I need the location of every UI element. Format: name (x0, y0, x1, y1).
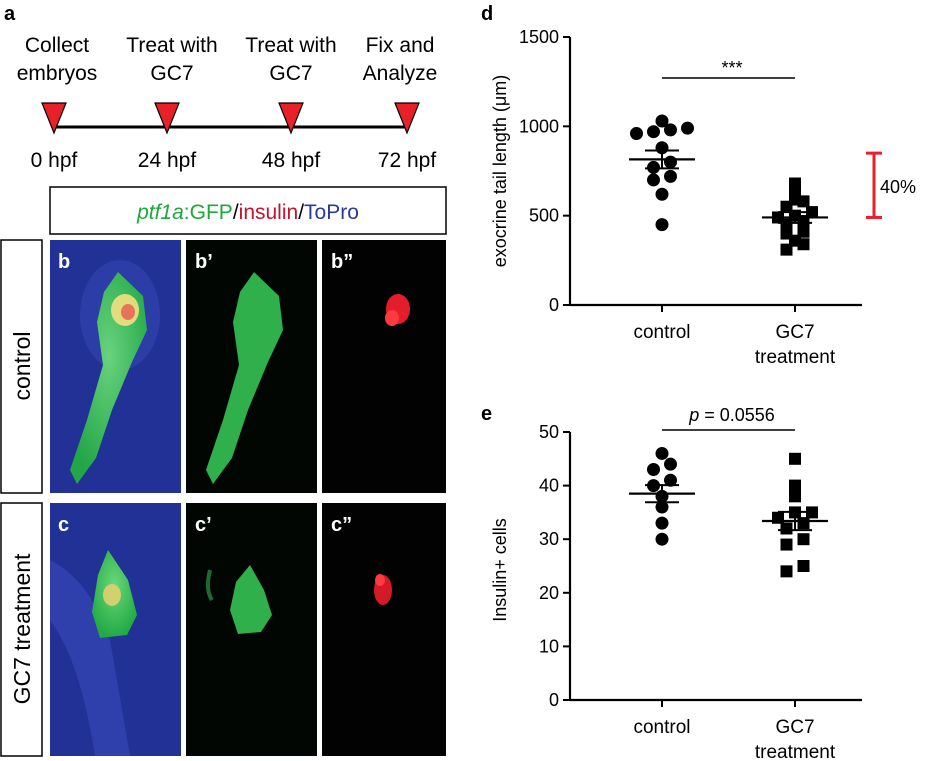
chart-d-annotation-label: 40% (880, 177, 916, 197)
chart-e-point (664, 457, 677, 471)
panel-letter-c2: c” (331, 514, 352, 536)
legend-gfp: :GFP (184, 201, 233, 224)
timeline-event-4-line1: Fix and (366, 34, 435, 57)
chart-e-point (655, 500, 669, 514)
image-b2-insulin (322, 240, 446, 493)
stain-legend: ptf1a:GFP/insulin/ToPro (136, 201, 359, 224)
timeline-event-4-line2: Analyze (363, 62, 438, 85)
chart-e-point (664, 473, 677, 487)
legend-insulin: insulin (239, 201, 299, 224)
chart-e-point (797, 560, 810, 572)
timeline-event-3-line1: Treat with (245, 34, 336, 57)
image-c-merge (50, 503, 181, 756)
chart-d-category-label-line2: treatment (755, 347, 836, 368)
chart-e-ytick-label: 50 (539, 422, 559, 442)
panel-letter-d: d (481, 3, 493, 25)
chart-e-category-label-line2: treatment (755, 742, 836, 761)
legend-sep-2: / (298, 201, 304, 224)
timeline: Collect embryos Treat with GC7 Treat wit… (17, 34, 438, 172)
chart-e-point (655, 516, 669, 530)
chart-e-point (647, 463, 660, 477)
timeline-marker-72hpf (394, 102, 420, 135)
panel-letter-a: a (4, 3, 16, 25)
chart-d-point (655, 218, 669, 232)
chart-d-ylabel: exocrine tail length (μm) (490, 75, 510, 267)
chart-d-category-label: GC7 (775, 322, 814, 343)
chart-e-ytick-label: 30 (539, 529, 559, 549)
timeline-event-3-line2: GC7 (269, 62, 312, 85)
image-c2-insulin (322, 503, 446, 756)
chart-d-point (797, 225, 810, 238)
chart-e-p-value: = 0.0556 (699, 405, 775, 425)
chart-d-ytick-label: 500 (529, 206, 559, 226)
chart-e-point (780, 565, 793, 578)
chart-e-point (655, 446, 669, 460)
timeline-event-1-line2: embryos (17, 62, 98, 85)
chart-e-ytick-label: 20 (539, 583, 559, 603)
timeline-event-1-line1: Collect (25, 34, 89, 57)
image-c1-gfp (186, 503, 317, 756)
chart-e: Insulin+ cells p = 0.0556 0 10 20 30 40 50 con… (490, 405, 862, 761)
chart-d-ytick-label: 0 (549, 295, 559, 315)
chart-e-category-label: control (633, 717, 690, 738)
chart-e-category-label: GC7 (775, 717, 814, 738)
chart-e-point (780, 522, 793, 535)
legend-ptf1a: ptf1a (136, 201, 184, 224)
chart-d-point (630, 126, 643, 140)
chart-e-point (780, 538, 793, 551)
legend-sep-1: / (233, 201, 239, 224)
chart-e-point (789, 452, 801, 465)
chart-e-p-symbol: p (688, 405, 699, 425)
chart-d-category-label: control (633, 322, 690, 343)
chart-d-point (664, 123, 677, 137)
panel-letter-c: c (58, 514, 69, 536)
row-label-box-treatment (0, 502, 43, 757)
chart-d-point (647, 125, 660, 139)
chart-e-ytick-label: 0 (549, 690, 559, 710)
chart-d-point (664, 155, 677, 169)
chart-e-point (797, 517, 810, 530)
chart-d-point (664, 169, 677, 183)
timeline-marker-48hpf (278, 102, 304, 135)
chart-e-point (797, 533, 810, 546)
chart-e-point (789, 479, 801, 492)
chart-d: exocrine tail length (μm) *** 40% 0 500 10… (490, 27, 916, 368)
chart-d-ytick-label: 1500 (519, 27, 559, 47)
panel-letter-b2: b” (331, 251, 353, 273)
stain-legend-box (49, 186, 447, 235)
chart-d-point (647, 173, 660, 187)
chart-e-ytick-label: 10 (539, 636, 559, 656)
legend-topro: ToPro (304, 201, 359, 224)
chart-e-point (789, 490, 801, 503)
chart-d-ytick-label: 1000 (519, 116, 559, 136)
panel-letter-b: b (58, 251, 70, 273)
timeline-time-4: 72 hpf (378, 149, 437, 172)
timeline-marker-24hpf (154, 102, 180, 135)
chart-d-point (655, 187, 669, 201)
timeline-time-1: 0 hpf (31, 149, 78, 172)
row-label-treatment: GC7 treatment (9, 553, 35, 704)
chart-d-point (655, 114, 669, 128)
timeline-event-2-line2: GC7 (150, 62, 193, 85)
panel-letter-c1: c’ (195, 514, 212, 536)
image-b-merge (50, 240, 181, 493)
panel-letter-b1: b’ (195, 251, 213, 273)
timeline-time-3: 48 hpf (262, 149, 321, 172)
chart-d-significance: *** (721, 58, 742, 78)
chart-e-significance: p = 0.0556 (688, 405, 775, 425)
row-label-box-control (0, 239, 43, 494)
timeline-marker-0hpf (41, 102, 67, 135)
timeline-event-2-line1: Treat with (126, 34, 217, 57)
chart-e-point (655, 532, 669, 546)
image-b1-gfp (186, 240, 317, 493)
chart-e-ylabel: Insulin+ cells (490, 518, 510, 622)
chart-e-ytick-label: 40 (539, 476, 559, 496)
chart-d-point (789, 177, 801, 190)
chart-d-point (681, 121, 694, 135)
panel-letter-e: e (481, 403, 492, 425)
timeline-time-2: 24 hpf (138, 149, 197, 172)
row-label-control: control (9, 331, 35, 400)
